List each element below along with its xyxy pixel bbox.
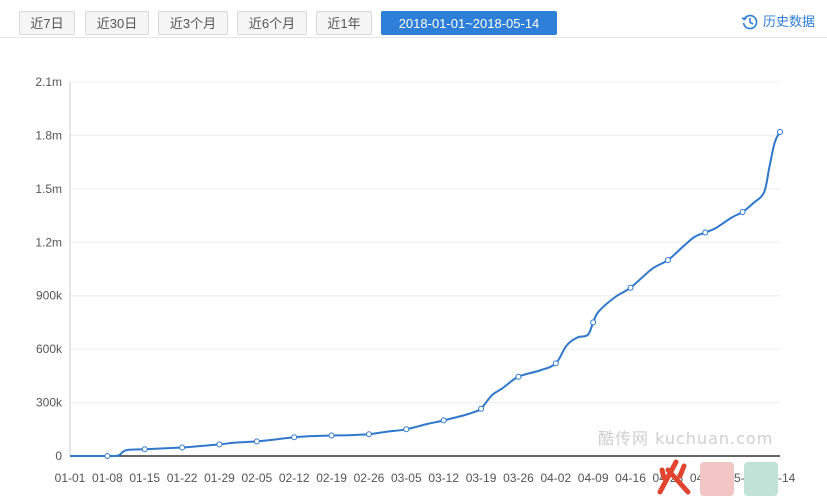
data-point[interactable] xyxy=(403,426,410,433)
tab-30-days[interactable]: 近30日 xyxy=(85,11,149,35)
history-clock-icon xyxy=(741,14,758,30)
x-tick-label: 01-08 xyxy=(92,471,123,485)
grid-lines xyxy=(70,81,780,404)
history-data-link[interactable]: 历史数据 xyxy=(741,12,815,32)
y-tick-label: 600k xyxy=(36,342,63,356)
tab-custom-range[interactable]: 2018-01-01~2018-05-14 xyxy=(381,11,557,35)
x-tick-label: 03-19 xyxy=(466,471,497,485)
data-point[interactable] xyxy=(141,446,148,453)
tab-1-year[interactable]: 近1年 xyxy=(316,11,372,35)
x-tick-label: 04-16 xyxy=(615,471,646,485)
y-tick-label: 2.1m xyxy=(35,75,62,89)
data-point[interactable] xyxy=(739,209,746,216)
x-tick-label: 01-22 xyxy=(167,471,198,485)
cumulative-downloads-chart: 0 300k 600k 900k 1.2m 1.5m 1.8m 2.1m 01-01 01-08… xyxy=(35,75,796,496)
data-point[interactable] xyxy=(440,417,447,424)
data-point[interactable] xyxy=(627,284,634,291)
x-tick-label: 02-26 xyxy=(354,471,385,485)
y-tick-label: 300k xyxy=(36,396,63,410)
data-point[interactable] xyxy=(365,431,372,438)
x-tick-label: 03-12 xyxy=(428,471,459,485)
data-point[interactable] xyxy=(291,434,298,441)
x-tick-label: 04-02 xyxy=(540,471,571,485)
data-point[interactable] xyxy=(552,360,559,367)
data-point[interactable] xyxy=(104,453,111,459)
x-tick-label: 04-09 xyxy=(578,471,609,485)
x-tick-label: 03-26 xyxy=(503,471,534,485)
x-tick-label: 02-12 xyxy=(279,471,310,485)
series-line xyxy=(70,131,781,458)
x-axis-tick-labels: 01-01 01-08 01-15 01-22 01-29 02-05 02-12 02-19… xyxy=(55,471,796,485)
y-tick-label: 900k xyxy=(36,289,63,303)
x-tick-label: 02-19 xyxy=(316,471,347,485)
series-layer xyxy=(70,128,783,459)
x-tick-label: 01-01 xyxy=(55,471,86,485)
tab-7-days[interactable]: 近7日 xyxy=(19,11,75,35)
data-point[interactable] xyxy=(216,441,223,448)
data-point[interactable] xyxy=(777,128,783,135)
x-tick-label: 02-05 xyxy=(241,471,272,485)
data-point[interactable] xyxy=(328,432,335,439)
data-point[interactable] xyxy=(590,319,597,326)
tab-6-months[interactable]: 近6个月 xyxy=(237,11,307,35)
x-tick-label: 03-05 xyxy=(391,471,422,485)
data-point[interactable] xyxy=(478,405,485,412)
x-tick-label: 01-15 xyxy=(129,471,160,485)
data-point[interactable] xyxy=(179,444,186,451)
data-point[interactable] xyxy=(515,373,522,380)
y-axis-tick-labels: 0 300k 600k 900k 1.2m 1.5m 1.8m 2.1m xyxy=(35,75,63,463)
watermark-text: 酷传网 kuchuan.com xyxy=(598,429,774,448)
y-tick-label: 1.8m xyxy=(35,128,62,142)
history-data-label: 历史数据 xyxy=(762,14,815,29)
data-point[interactable] xyxy=(664,257,671,264)
brand-logo xyxy=(657,459,778,496)
x-tick-label: 01-29 xyxy=(204,471,235,485)
time-range-toolbar: 近7日 近30日 近3个月 近6个月 近1年 2018-01-01~2018-0… xyxy=(0,0,827,38)
data-point[interactable] xyxy=(253,438,260,445)
data-point[interactable] xyxy=(702,229,709,236)
y-tick-label: 0 xyxy=(55,449,62,463)
y-tick-label: 1.2m xyxy=(35,235,62,249)
y-tick-label: 1.5m xyxy=(35,182,62,196)
tab-3-months[interactable]: 近3个月 xyxy=(158,11,228,35)
